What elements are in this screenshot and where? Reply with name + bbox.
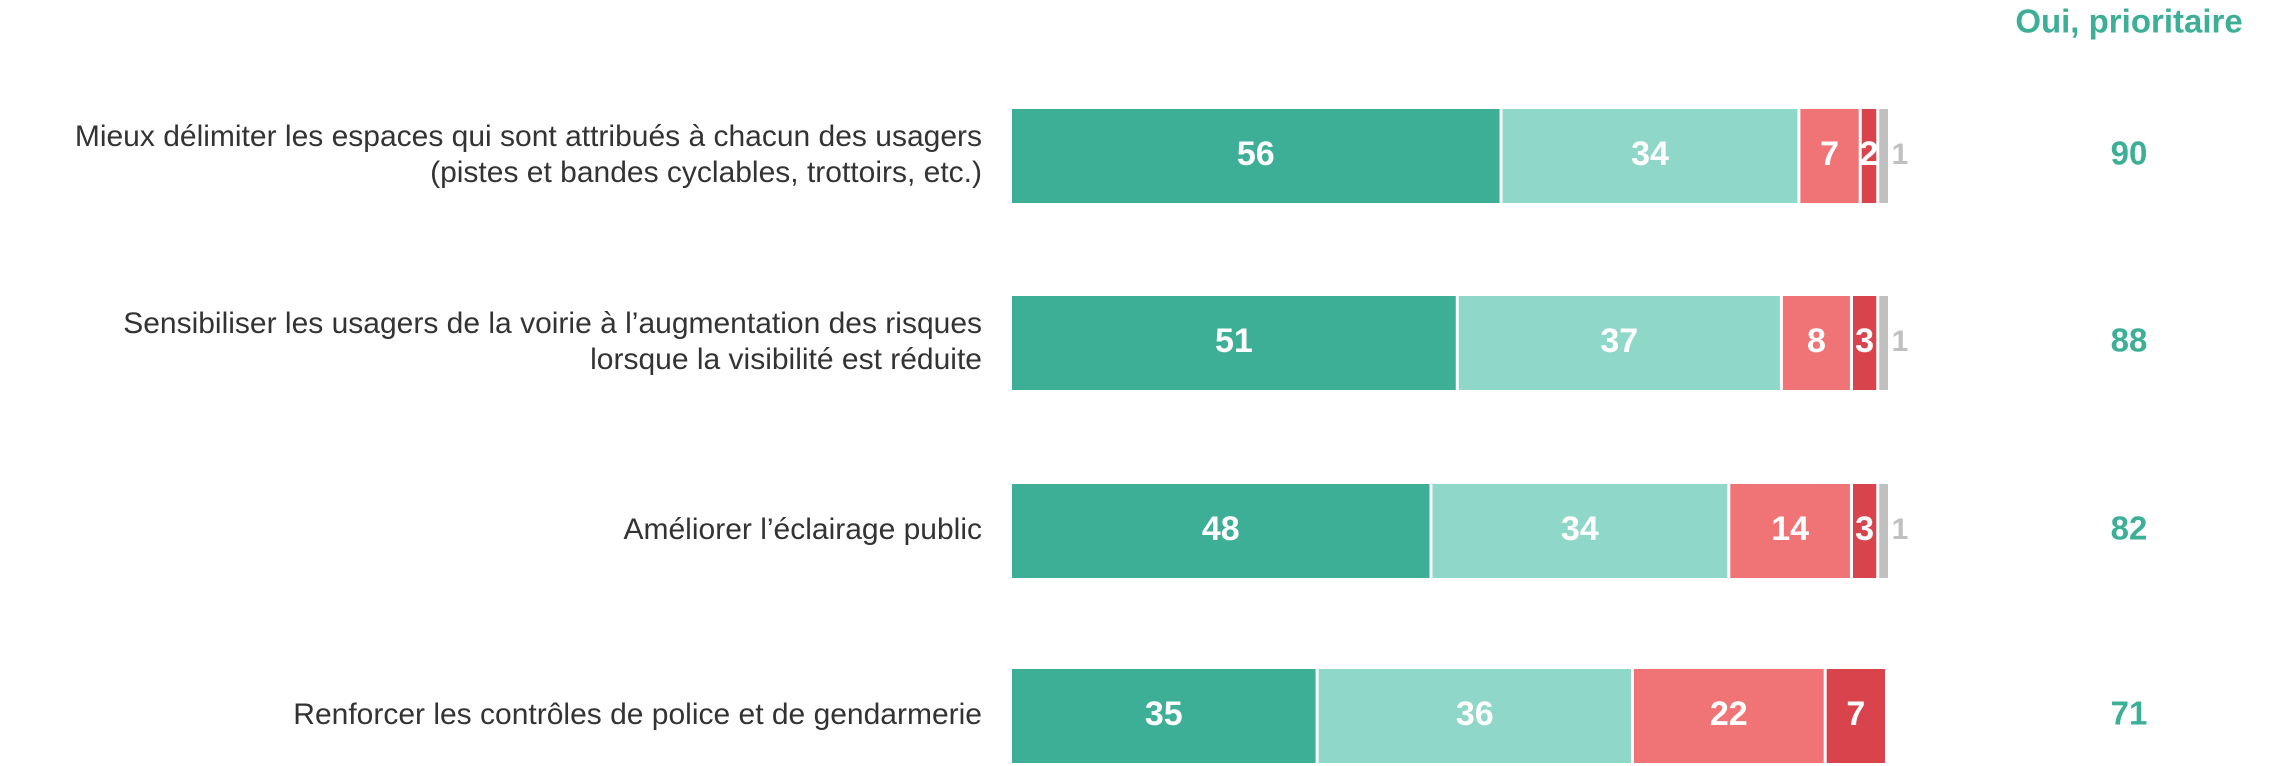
bar-segment xyxy=(1502,109,1798,203)
value-label: 1 xyxy=(1892,325,1909,358)
bar-segment xyxy=(1800,109,1859,203)
bar-segment xyxy=(1852,484,1877,578)
value-label: 36 xyxy=(1456,695,1494,733)
bar-segment xyxy=(1826,669,1885,763)
value-label: 2 xyxy=(1860,135,1879,173)
bar-segment xyxy=(1782,296,1850,390)
value-label: 22 xyxy=(1710,695,1748,733)
value-label: 1 xyxy=(1892,138,1909,171)
value-label: 34 xyxy=(1561,510,1599,548)
total-label: 90 xyxy=(2111,135,2148,172)
bar-segment xyxy=(1861,109,1877,203)
bar-segment xyxy=(1852,296,1877,390)
bar-segment xyxy=(1879,296,1888,390)
value-label: 56 xyxy=(1237,135,1275,173)
category-label: Améliorer l’éclairage public xyxy=(624,513,983,546)
total-label: 71 xyxy=(2111,695,2148,732)
bar-segment xyxy=(1012,669,1316,763)
bar-segment xyxy=(1730,484,1850,578)
value-label: 7 xyxy=(1846,695,1865,733)
bar-segment xyxy=(1012,109,1500,203)
bar-segment xyxy=(1458,296,1780,390)
value-label: 14 xyxy=(1771,510,1809,548)
bar-segment xyxy=(1879,484,1888,578)
bar-segment xyxy=(1012,484,1430,578)
value-label: 34 xyxy=(1631,135,1669,173)
category-label: Sensibiliser les usagers de la voirie à … xyxy=(123,307,982,340)
value-label: 3 xyxy=(1855,322,1874,360)
category-label: Renforcer les contrôles de police et de … xyxy=(293,698,982,731)
bar-segment xyxy=(1633,669,1824,763)
value-label: 3 xyxy=(1855,510,1874,548)
bar-segment xyxy=(1432,484,1728,578)
bar-segment xyxy=(1879,109,1888,203)
total-label: 88 xyxy=(2111,322,2148,359)
category-label: lorsque la visibilité est réduite xyxy=(590,343,982,376)
value-label: 37 xyxy=(1600,322,1638,360)
value-label: 51 xyxy=(1215,322,1253,360)
total-label: 82 xyxy=(2111,510,2148,547)
value-label: 7 xyxy=(1820,135,1839,173)
totals-title: Oui, prioritaire xyxy=(2015,3,2242,40)
value-label: 35 xyxy=(1145,695,1183,733)
category-label: (pistes et bandes cyclables, trottoirs, … xyxy=(430,156,982,189)
value-label: 8 xyxy=(1807,322,1826,360)
bar-segment xyxy=(1012,296,1456,390)
bar-segment xyxy=(1318,669,1631,763)
value-label: 48 xyxy=(1202,510,1240,548)
value-label: 1 xyxy=(1892,513,1909,546)
category-label: Mieux délimiter les espaces qui sont att… xyxy=(75,120,982,153)
